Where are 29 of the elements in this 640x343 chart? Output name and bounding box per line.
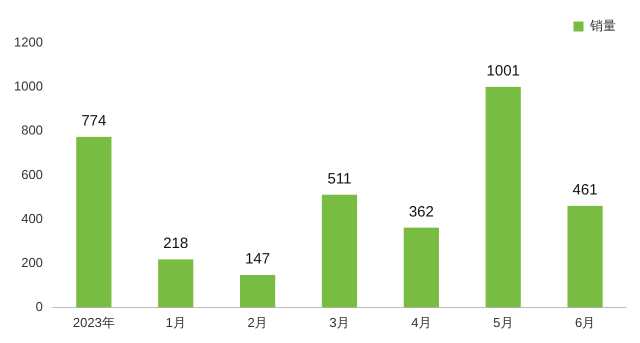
x-tick-label: 3月 — [329, 314, 350, 330]
data-label: 461 — [572, 181, 598, 198]
x-tick-label: 4月 — [411, 314, 432, 330]
x-tick-label: 5月 — [493, 314, 514, 330]
y-tick-label: 0 — [36, 298, 43, 314]
data-label: 218 — [163, 235, 188, 252]
y-tick-label: 1000 — [14, 78, 43, 94]
data-label: 1001 — [486, 62, 520, 80]
y-tick-label: 400 — [21, 210, 43, 226]
y-tick-label: 200 — [21, 254, 43, 270]
bar — [158, 259, 194, 308]
x-tick-label: 2月 — [247, 314, 268, 330]
bar — [486, 86, 521, 308]
x-tick-label: 2023年 — [72, 314, 115, 330]
legend-label: 销量 — [589, 18, 616, 34]
x-tick-label: 1月 — [166, 314, 186, 330]
data-label: 362 — [408, 203, 434, 220]
bar — [322, 194, 358, 308]
bar — [567, 206, 603, 308]
data-label: 774 — [81, 112, 106, 130]
data-label: 147 — [245, 250, 270, 268]
bar — [404, 228, 439, 308]
bar — [76, 136, 112, 308]
data-label: 511 — [328, 170, 352, 188]
y-tick-label: 1200 — [14, 34, 43, 50]
bar — [240, 275, 276, 308]
x-tick-label: 6月 — [574, 314, 596, 330]
y-tick-label: 800 — [21, 122, 43, 138]
y-tick-label: 600 — [21, 166, 43, 182]
